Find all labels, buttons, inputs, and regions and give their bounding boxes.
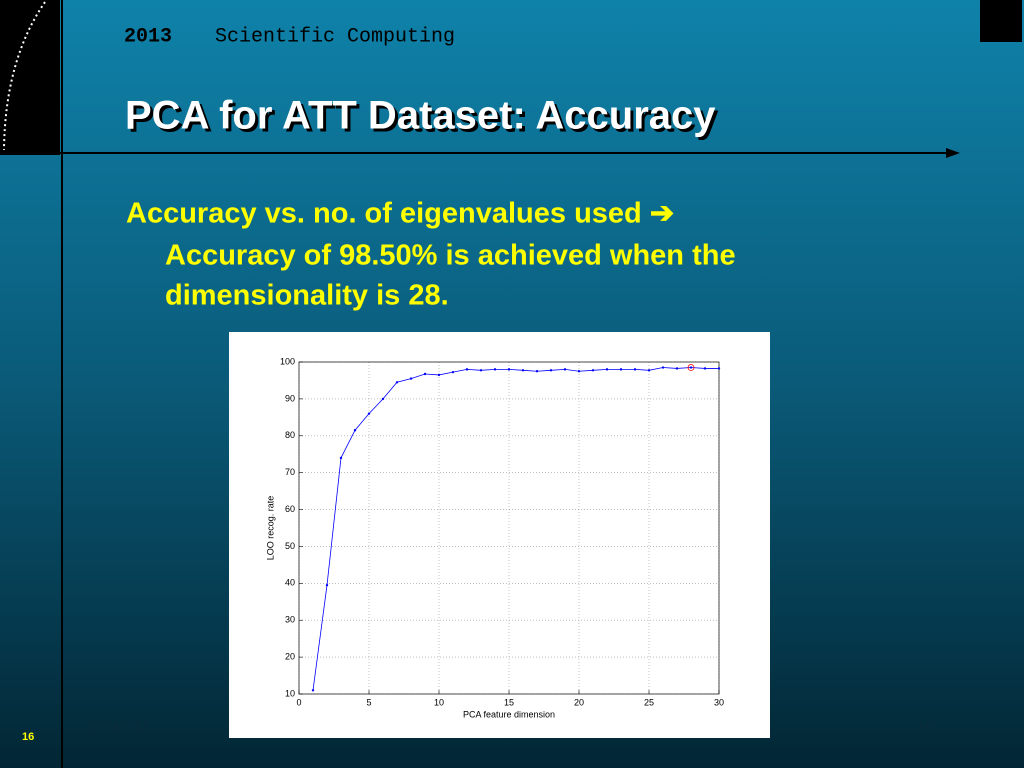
x-tick-label: 15 [504,697,514,707]
data-point [703,367,707,370]
data-point [549,369,553,372]
data-point [521,369,525,372]
data-point [381,397,385,401]
y-tick-label: 50 [285,541,295,551]
y-axis-label: LOO recog. rate [265,496,275,561]
data-point [577,370,581,373]
bullet-line: Accuracy vs. no. of eigenvalues used ➔ [126,198,674,230]
chart-background [229,332,770,738]
highlight-point [687,364,695,371]
data-point [437,373,441,377]
x-tick-label: 5 [366,697,371,707]
title-shadow: PCA for ATT Dataset: Accuracy [128,97,719,141]
data-point [409,377,413,380]
data-point [689,366,693,369]
left-block [0,0,60,155]
slide-title: PCA for ATT Dataset: Accuracy [125,94,716,138]
data-point [493,368,497,371]
data-point [353,429,357,432]
data-point [395,381,399,384]
data-point [647,369,651,372]
footer-page: 16 [918,718,934,734]
x-tick-label: 25 [644,697,654,707]
header-course: Scientific Computing [215,25,455,48]
plot-frame [298,361,720,695]
data-point [311,689,315,692]
data-point [465,368,469,371]
x-tick-label: 30 [714,697,724,707]
y-tick-label: 10 [285,688,295,698]
data-point [479,369,483,372]
data-point [423,372,427,376]
y-tick-label: 90 [285,393,295,403]
rule-arrow [946,148,960,158]
y-tick-label: 40 [285,578,295,588]
data-point [633,368,637,371]
x-axis-label: PCA feature dimension [463,709,555,719]
data-point [535,370,539,373]
data-point [325,583,329,587]
data-point [507,368,511,371]
data-point [451,370,455,374]
data-line [312,367,719,691]
data-point [619,368,623,371]
data-point [339,456,343,460]
chart: 10 20 30 40 50 60 70 80 90 100 0 5 10 15 20 25 30 PCA fea… [265,356,724,719]
bullet-line: Accuracy of 98.50% is achieved when the [165,240,736,272]
y-tick-label: 30 [285,615,295,625]
data-point [675,367,679,370]
dotted-curve [3,1,46,151]
data-point [591,369,595,372]
bullet-line: dimensionality is 28. [165,280,449,312]
y-tick-label: 20 [285,651,295,661]
data-point [367,412,371,415]
y-tick-label: 80 [285,430,295,440]
header-year: 2013 [124,25,172,48]
data-point [661,366,665,369]
data-point [717,367,721,370]
corner-block [980,0,1022,42]
y-tick-label: 60 [285,504,295,514]
data-point [563,368,567,371]
footer-date: 2014/9/12 [88,718,149,734]
slide-number: 16 [22,731,34,743]
y-tick-label: 70 [285,467,295,477]
x-tick-label: 10 [434,697,444,707]
x-tick-label: 0 [296,697,301,707]
x-tick-label: 20 [574,697,584,707]
y-tick-label: 100 [280,356,295,366]
data-point [605,368,609,371]
